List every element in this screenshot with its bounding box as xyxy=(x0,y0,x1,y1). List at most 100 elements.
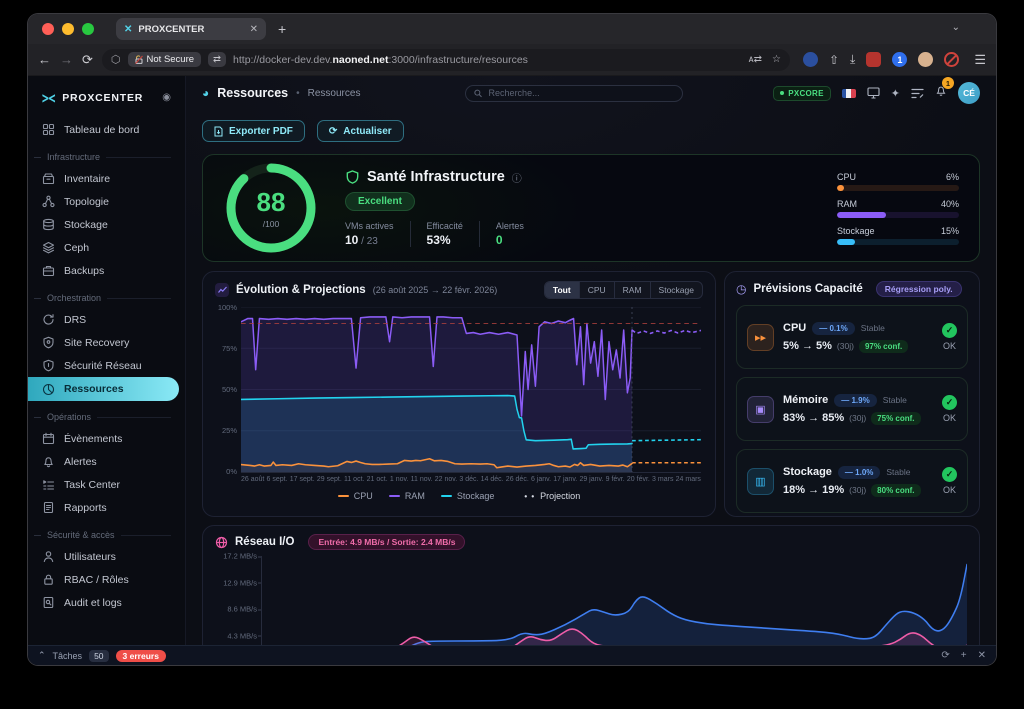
sidebar-item-task-center[interactable]: Task Center xyxy=(28,473,185,496)
share-icon[interactable]: ⇧ xyxy=(829,52,839,67)
not-secure-badge[interactable]: Not Secure xyxy=(128,52,202,67)
evolution-legend: CPURAMStockage• •Projection xyxy=(215,491,703,501)
search-box[interactable] xyxy=(465,85,683,102)
address-bar[interactable]: ⬡ Not Secure ⇄ http://docker-dev.dev.nao… xyxy=(102,49,790,71)
sidebar-item-label: Site Recovery xyxy=(64,337,129,349)
x-tick-label: 9 févr. xyxy=(606,476,625,483)
filter-list-icon[interactable] xyxy=(911,88,924,99)
close-window-button[interactable] xyxy=(42,23,54,35)
extensions-area: ⇧ ⤓ 1 xyxy=(803,52,959,67)
bell-icon xyxy=(42,455,55,468)
sidebar-item-label: Rapports xyxy=(64,502,107,514)
cpu-fastforward-icon: ▸▸ xyxy=(747,324,774,351)
health-title: Santé Infrastructure xyxy=(367,169,505,185)
sidebar-item-securite-reseau[interactable]: Sécurité Réseau xyxy=(28,354,185,377)
sidebar-item-topologie[interactable]: Topologie xyxy=(28,190,185,213)
evolution-card: Évolution & Projections (26 août 2025 → … xyxy=(202,271,716,517)
sidebar-item-label: Sécurité Réseau xyxy=(64,360,142,372)
sidebar-item-inventaire[interactable]: Inventaire xyxy=(28,167,185,190)
pdf-file-icon xyxy=(214,126,223,137)
forward-icon[interactable]: → xyxy=(60,52,73,67)
forecast-stockage: ▥ Stockage — 1.0% Stable 18% → 19% (30j)… xyxy=(736,449,968,513)
forecasts-card: ◷ Prévisions Capacité Régression poly. ▸… xyxy=(724,271,980,517)
evolution-y-axis: 100%75%50%25%0% xyxy=(215,303,237,476)
sidebar-item-label: Ressources xyxy=(64,383,124,395)
refresh-button[interactable]: ⟳ Actualiser xyxy=(317,120,404,142)
browser-menu-icon[interactable]: ☰ xyxy=(974,52,986,68)
notification-count-badge: 1 xyxy=(942,77,954,89)
sidebar-item-ressources[interactable]: Ressources xyxy=(28,377,179,401)
tasks-close-icon[interactable]: ✕ xyxy=(978,650,986,661)
task-list-icon xyxy=(42,478,55,491)
sidebar-item-label: Topologie xyxy=(64,196,109,208)
reload-icon[interactable]: ⟳ xyxy=(82,52,93,68)
health-card: 88 /100 Santé Infrastructure ⓘ Excellent… xyxy=(202,154,980,262)
tab-stockage[interactable]: Stockage xyxy=(650,282,702,298)
zoom-window-button[interactable] xyxy=(82,23,94,35)
collapse-chevron-icon[interactable]: ⌃ xyxy=(38,650,46,661)
extension-avatar-icon[interactable] xyxy=(918,52,933,67)
evolution-subtitle: (26 août 2025 → 22 févr. 2026) xyxy=(373,285,498,295)
sidebar-item-site-recovery[interactable]: Site Recovery xyxy=(28,331,185,354)
sidebar-item-audit-logs[interactable]: Audit et logs xyxy=(28,591,185,614)
minimize-window-button[interactable] xyxy=(62,23,74,35)
tab-close-icon[interactable]: ✕ xyxy=(250,24,258,35)
x-tick-label: 11 nov. xyxy=(411,476,433,483)
tasks-add-icon[interactable]: + xyxy=(961,650,967,661)
refresh-icon xyxy=(42,313,55,326)
browser-titlebar: ✕ PROXCENTER ✕ + ⌄ xyxy=(28,14,996,44)
sidebar-item-alertes[interactable]: Alertes xyxy=(28,450,185,473)
info-icon[interactable]: ⓘ xyxy=(512,170,522,185)
language-flag-icon[interactable] xyxy=(842,89,856,98)
translate-icon[interactable]: ᴀ⇄ xyxy=(749,54,762,65)
extension-adblock-icon[interactable] xyxy=(944,52,959,67)
extension-password-icon[interactable]: 1 xyxy=(892,52,907,67)
sidebar-item-rapports[interactable]: Rapports xyxy=(28,496,185,519)
sidebar-item-label: Backups xyxy=(64,265,104,277)
downloads-icon[interactable]: ⤓ xyxy=(850,52,855,67)
sidebar-item-label: Inventaire xyxy=(64,173,110,185)
tasks-refresh-icon[interactable]: ⟳ xyxy=(941,650,949,661)
x-tick-label: 26 août xyxy=(241,476,264,483)
browser-tab[interactable]: ✕ PROXCENTER ✕ xyxy=(116,18,266,40)
globe-icon xyxy=(215,536,228,549)
calendar-icon xyxy=(42,432,55,445)
sidebar-item-drs[interactable]: DRS xyxy=(28,308,185,331)
sidebar-pin-icon[interactable]: ◉ xyxy=(162,92,171,103)
y-tick-label: 75% xyxy=(222,344,237,353)
y-tick-label: 50% xyxy=(222,385,237,394)
extension-globe-icon[interactable] xyxy=(803,52,818,67)
tab-overview-chevron-icon[interactable]: ⌄ xyxy=(952,22,960,33)
sidebar-item-ceph[interactable]: Ceph xyxy=(28,236,185,259)
tab-cpu[interactable]: CPU xyxy=(579,282,614,298)
sidebar-item-rbac-roles[interactable]: RBAC / Rôles xyxy=(28,568,185,591)
stat-alertes: Alertes 0 xyxy=(479,221,540,247)
site-settings-icon[interactable]: ⇄ xyxy=(208,52,226,67)
gauge-cpu: CPU6% xyxy=(837,172,959,191)
new-tab-button[interactable]: + xyxy=(278,21,286,37)
sidebar-item-backups[interactable]: Backups xyxy=(28,259,185,282)
export-pdf-button[interactable]: Exporter PDF xyxy=(202,120,305,142)
privacy-shield-icon[interactable]: ⬡ xyxy=(111,53,121,66)
back-icon[interactable]: ← xyxy=(38,52,51,67)
search-input[interactable] xyxy=(489,88,675,98)
sidebar-item-tableau-de-bord[interactable]: Tableau de bord xyxy=(28,118,185,141)
legend-item: RAM xyxy=(389,491,425,501)
sidebar-item-utilisateurs[interactable]: Utilisateurs xyxy=(28,545,185,568)
legend-item: CPU xyxy=(338,491,373,501)
display-icon[interactable] xyxy=(867,87,880,99)
user-avatar[interactable]: CÉ xyxy=(958,82,980,104)
bookmark-star-icon[interactable]: ☆ xyxy=(772,54,781,65)
x-tick-label: 29 sept. xyxy=(317,476,342,483)
x-tick-label: 3 mars xyxy=(652,476,673,483)
layers-icon xyxy=(42,241,55,254)
extension-shield-icon[interactable] xyxy=(866,52,881,67)
notifications-bell[interactable]: 1 xyxy=(935,84,947,102)
y-tick-label: 100% xyxy=(218,303,237,312)
ai-sparkles-icon[interactable]: ✦ xyxy=(891,87,900,100)
sidebar-item-stockage[interactable]: Stockage xyxy=(28,213,185,236)
tab-ram[interactable]: RAM xyxy=(614,282,650,298)
sidebar-item-evenements[interactable]: Évènements xyxy=(28,427,185,450)
tasks-errors-badge: 3 erreurs xyxy=(116,650,166,662)
tab-tout[interactable]: Tout xyxy=(545,282,579,298)
